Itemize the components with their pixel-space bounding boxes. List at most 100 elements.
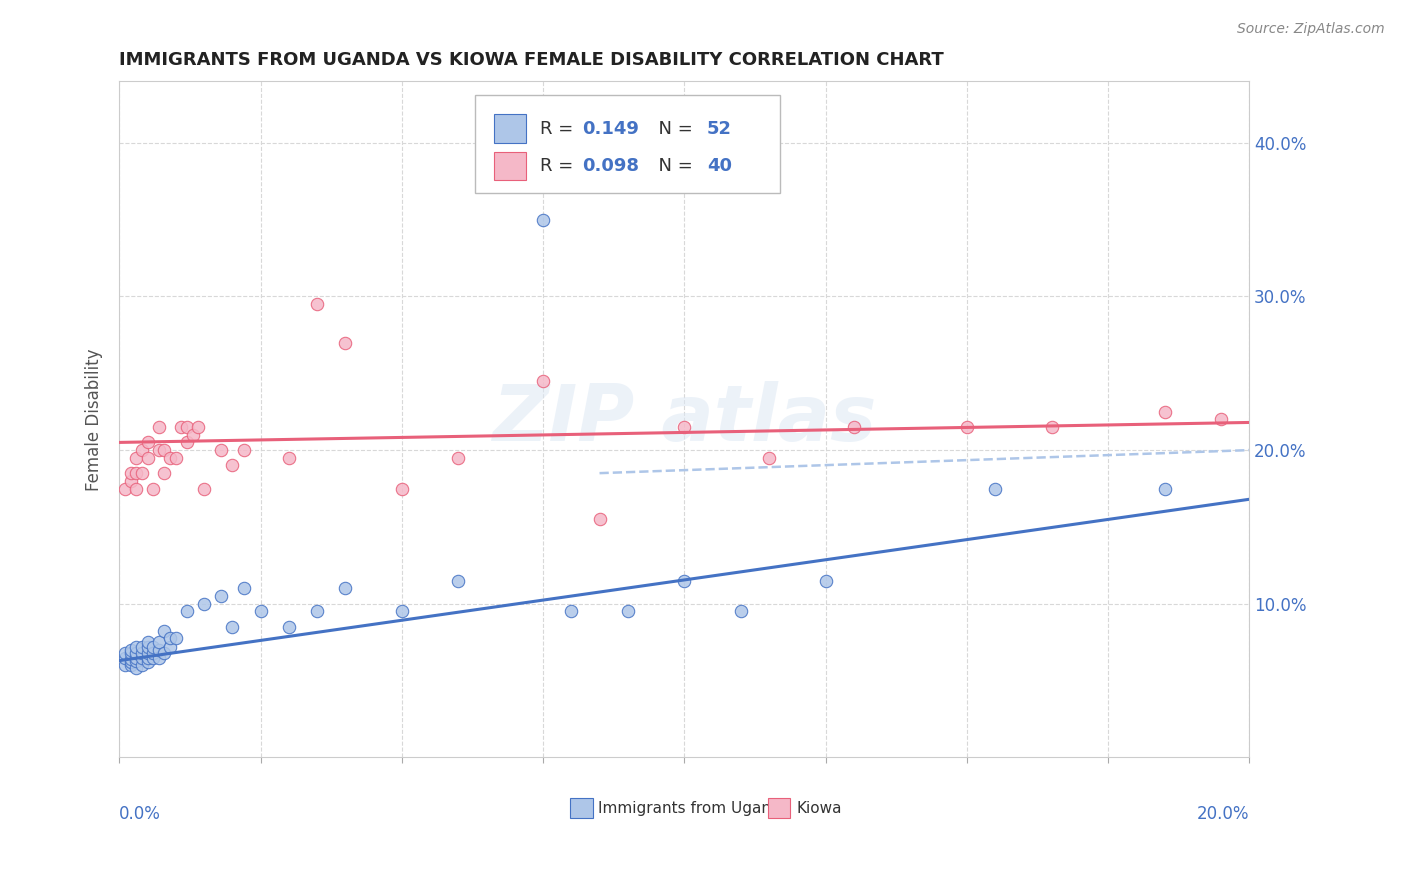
FancyBboxPatch shape (475, 95, 780, 193)
Point (209, 443, 232, 458)
Text: 0.098: 0.098 (582, 157, 640, 175)
Point (131, 443, 153, 458)
Point (136, 450, 159, 465)
Point (125, 640, 148, 654)
Point (125, 450, 148, 465)
Point (120, 466, 142, 480)
Point (181, 427, 204, 442)
Text: R =: R = (540, 120, 579, 137)
Point (391, 604, 413, 618)
Point (125, 661, 148, 675)
Point (131, 650, 153, 665)
Point (984, 482, 1007, 496)
Point (221, 458, 243, 473)
Point (136, 640, 159, 654)
Point (335, 582, 357, 596)
Point (114, 646, 136, 660)
Point (131, 646, 153, 660)
Point (120, 643, 142, 657)
Point (148, 643, 170, 657)
Point (730, 604, 752, 618)
Point (159, 631, 181, 645)
Text: ZIP atlas: ZIP atlas (492, 382, 876, 458)
Point (814, 574, 837, 588)
Point (120, 655, 142, 669)
Text: R =: R = (540, 157, 579, 175)
Point (193, 597, 215, 611)
Point (142, 482, 165, 496)
Point (114, 658, 136, 673)
Point (148, 650, 170, 665)
Point (447, 450, 470, 465)
Y-axis label: Female Disability: Female Disability (86, 348, 103, 491)
Point (249, 604, 271, 618)
Point (136, 646, 159, 660)
Point (142, 650, 165, 665)
Point (560, 604, 582, 618)
Point (131, 658, 153, 673)
Text: N =: N = (647, 120, 699, 137)
Point (277, 450, 299, 465)
Point (1040, 420, 1063, 434)
Point (125, 482, 148, 496)
Point (176, 420, 198, 434)
Point (153, 443, 176, 458)
Point (165, 450, 187, 465)
Point (120, 474, 142, 488)
Point (588, 512, 610, 526)
Text: N =: N = (647, 157, 699, 175)
Text: 0.149: 0.149 (582, 120, 640, 137)
Point (842, 420, 865, 434)
Point (120, 652, 142, 666)
FancyBboxPatch shape (495, 114, 526, 143)
Point (956, 420, 979, 434)
Text: 52: 52 (707, 120, 733, 137)
Point (187, 420, 209, 434)
Point (125, 650, 148, 665)
Point (1209, 412, 1232, 426)
Point (131, 640, 153, 654)
Text: Kiowa: Kiowa (796, 801, 842, 815)
Point (335, 335, 357, 350)
Point (1153, 405, 1175, 419)
Point (232, 582, 254, 596)
Text: IMMIGRANTS FROM UGANDA VS KIOWA FEMALE DISABILITY CORRELATION CHART: IMMIGRANTS FROM UGANDA VS KIOWA FEMALE D… (120, 51, 943, 69)
Point (148, 420, 170, 434)
Point (176, 435, 198, 450)
Point (131, 466, 153, 480)
Point (176, 604, 198, 618)
Point (391, 482, 413, 496)
Point (170, 420, 193, 434)
Point (159, 450, 181, 465)
Point (447, 574, 470, 588)
Text: 0.0%: 0.0% (120, 805, 162, 822)
Point (305, 297, 328, 311)
Point (120, 658, 142, 673)
Point (153, 624, 176, 639)
Point (277, 620, 299, 634)
Point (159, 640, 181, 654)
Point (616, 604, 638, 618)
Point (136, 655, 159, 669)
Point (114, 482, 136, 496)
Point (305, 604, 328, 618)
Point (1153, 482, 1175, 496)
Point (221, 620, 243, 634)
Point (125, 654, 148, 668)
Text: 40: 40 (707, 157, 733, 175)
Point (142, 646, 165, 660)
Point (193, 482, 215, 496)
Text: 20.0%: 20.0% (1197, 805, 1250, 822)
FancyBboxPatch shape (768, 798, 790, 818)
FancyBboxPatch shape (495, 152, 526, 180)
Point (758, 450, 780, 465)
Point (153, 466, 176, 480)
Point (153, 646, 176, 660)
Point (136, 635, 159, 649)
Point (673, 420, 696, 434)
Point (120, 646, 142, 660)
Point (165, 631, 187, 645)
Point (148, 635, 170, 649)
Point (125, 466, 148, 480)
Point (232, 443, 254, 458)
